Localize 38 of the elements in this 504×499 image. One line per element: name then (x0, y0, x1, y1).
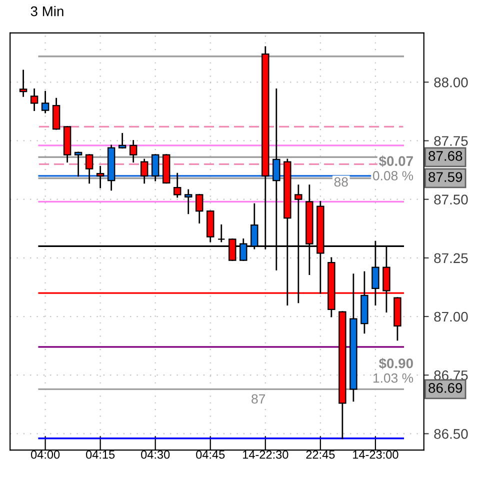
annotation: 88 (334, 177, 348, 187)
x-tick-label: 22:45 (306, 450, 335, 459)
ref-line-label: 86.69 (428, 383, 462, 393)
candlestick (19, 70, 28, 97)
x-tick-label: 04:00 (30, 450, 60, 459)
y-tick-label: 87.75 (434, 136, 468, 146)
candlestick (85, 154, 94, 184)
x-tick-label: 04:30 (141, 450, 170, 459)
x-tick-label: 14-23:00 (353, 450, 398, 459)
ref-line-label: 87.59 (428, 172, 462, 182)
x-tick-label: 04:15 (86, 450, 115, 459)
candlestick (140, 158, 148, 184)
annotation: 1.03 % (373, 373, 414, 383)
candlestick (96, 166, 104, 188)
candlestick (184, 189, 192, 214)
y-tick-label: 86.50 (434, 429, 468, 439)
annotation: 0.08 % (372, 171, 414, 180)
y-tick-label: 87.25 (434, 253, 468, 264)
candlestick (196, 194, 204, 224)
candlestick (52, 98, 60, 130)
candlestick (129, 140, 138, 163)
x-tick-label: 14-22:30 (242, 450, 288, 459)
candlestick (30, 88, 38, 111)
chart-title: 3 Min (30, 6, 64, 16)
y-tick-label: 87.50 (434, 194, 468, 204)
candlestick (41, 90, 50, 114)
candlestick (174, 172, 182, 198)
candlestick (218, 224, 226, 242)
x-tick-label: 04:45 (196, 450, 225, 459)
annotation: $0.07 (378, 156, 413, 167)
candlestick (151, 154, 160, 182)
y-tick-label: 88.00 (434, 77, 468, 88)
candlestick (118, 133, 126, 148)
ref-line-label: 87.68 (428, 151, 462, 161)
annotation: $0.90 (378, 358, 413, 370)
candlestick (74, 152, 82, 177)
y-tick-label: 87.00 (434, 312, 468, 322)
annotation: 87 (252, 394, 266, 404)
